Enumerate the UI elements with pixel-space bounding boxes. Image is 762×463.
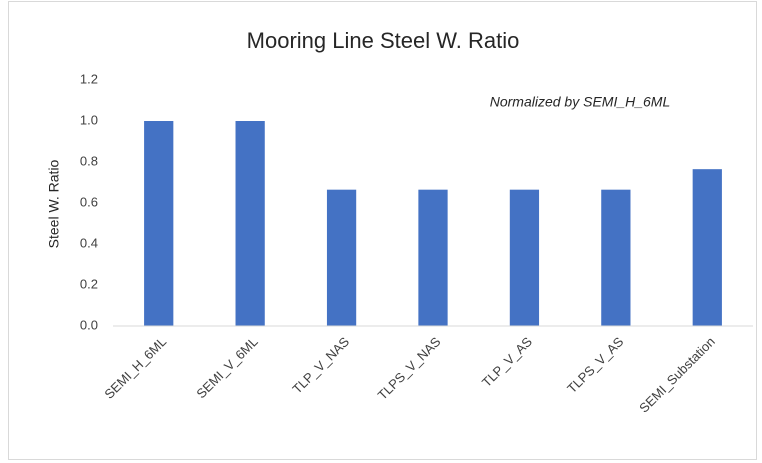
bar (326, 189, 357, 326)
y-axis-label: Steel W. Ratio (46, 159, 62, 248)
y-tick-label: 1.2 (80, 71, 98, 86)
y-tick-label: 0.2 (80, 276, 98, 291)
bar (418, 189, 448, 326)
y-tick-label: 1.0 (80, 112, 98, 127)
bar (509, 189, 540, 326)
bar (601, 189, 631, 326)
chart-frame (8, 1, 757, 460)
y-tick-label: 0.4 (80, 235, 98, 250)
bar (144, 121, 174, 326)
chart-title: Mooring Line Steel W. Ratio (247, 28, 520, 53)
y-tick-label: 0.8 (80, 153, 98, 168)
bar (235, 121, 265, 326)
annotation: Normalized by SEMI_H_6ML (490, 94, 671, 110)
y-tick-label: 0.6 (80, 194, 98, 209)
y-tick-label: 0.0 (80, 317, 98, 332)
bar (692, 169, 722, 326)
